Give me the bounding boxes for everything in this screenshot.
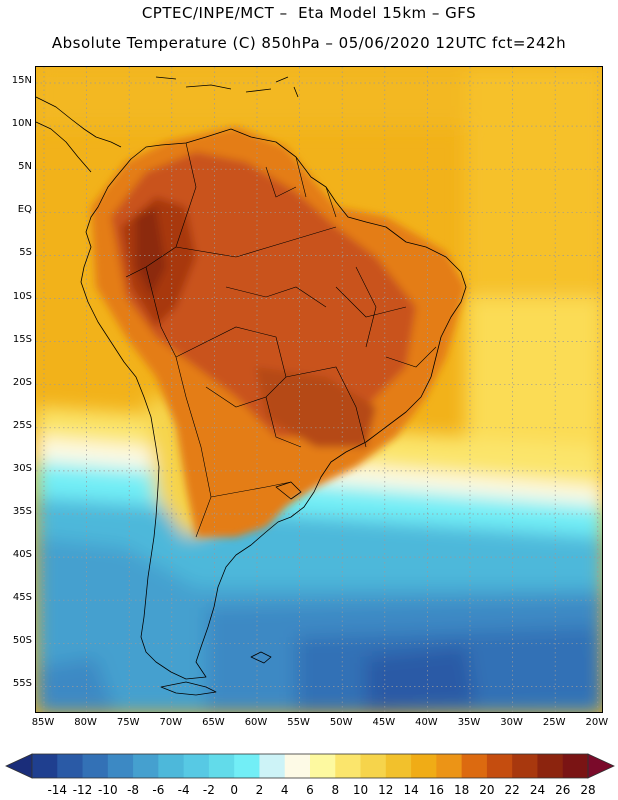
lat-tick-label: 15N [11, 75, 32, 86]
lat-tick-label: 10S [12, 290, 32, 302]
lon-tick-label: 85W [31, 717, 55, 728]
colorbar-tick-label: -4 [177, 783, 190, 797]
colorbar-tick-label: 14 [403, 783, 419, 797]
colorbar-border [31, 753, 589, 779]
lat-tick-label: 10N [11, 118, 32, 130]
colorbar-swatch [310, 754, 336, 778]
coastlines [36, 76, 467, 696]
lat-tick-label: 55S [12, 678, 32, 690]
colorbar-tick-label: 2 [255, 783, 264, 797]
lon-tick-label: 75W [116, 717, 140, 728]
uruguay-plata [275, 481, 302, 500]
colorbar-swatch [385, 754, 412, 778]
lat-tick-label: 40S [12, 549, 32, 561]
colorbar-tick-label: 16 [428, 783, 444, 797]
central-america-coast [36, 96, 122, 173]
lon-tick-label: 70W [159, 717, 183, 728]
continent-field [91, 127, 466, 537]
colorbar-over-arrow [587, 753, 615, 779]
colorbar-swatch [208, 754, 235, 778]
colorbar-swatch [234, 754, 260, 778]
colorbar-swatch [32, 754, 58, 778]
lat-tick-label: EQ [17, 204, 32, 216]
chart-title-line2: Absolute Temperature (C) 850hPa – 05/06/… [51, 34, 567, 52]
lon-tick-label: 50W [329, 717, 353, 728]
colorbar-swatch [284, 754, 311, 778]
colorbar-swatch [133, 754, 159, 778]
temperature-map [36, 67, 602, 712]
map-panel[interactable] [35, 66, 603, 713]
colorbar [5, 753, 615, 779]
lat-tick-label: 30S [12, 462, 32, 474]
lon-tick-label: 30W [500, 717, 523, 728]
colorbar-tick-label: -14 [47, 783, 68, 797]
lat-tick-label: 20S [12, 376, 32, 388]
colorbar-swatch [486, 754, 513, 778]
colorbar-swatch [436, 754, 463, 778]
colorbar-tick-label: 28 [580, 783, 596, 797]
south-america-coast [80, 128, 467, 680]
colorbar-under-arrow [5, 753, 33, 779]
lat-lon-grid [36, 67, 602, 712]
lon-tick-label: 25W [542, 717, 566, 728]
lat-tick-label: 5S [19, 247, 32, 259]
lon-tick-label: 80W [74, 717, 97, 728]
colorbar-swatch [335, 754, 362, 778]
colorbar-tick-label: 24 [529, 783, 546, 797]
colorbar-tick-label: 18 [453, 783, 470, 797]
lon-tick-label: 35W [457, 717, 481, 728]
country-borders [125, 142, 437, 538]
colorbar-tick-label: 4 [280, 783, 289, 797]
lat-tick-label: 45S [12, 592, 32, 604]
falklands [250, 651, 272, 664]
lon-tick-label: 20W [585, 717, 609, 728]
colorbar-swatch [158, 754, 185, 778]
colorbar-tick-label: -6 [152, 783, 165, 797]
lat-tick-label: 50S [12, 635, 32, 647]
colorbar-tick-label: 0 [230, 783, 238, 797]
colorbar-swatch [461, 754, 488, 778]
colorbar-swatch [562, 754, 589, 778]
colorbar-tick-label: 12 [378, 783, 394, 797]
colorbar-swatch [360, 754, 387, 778]
colorbar-tick-label: 10 [352, 783, 369, 797]
colorbar-tick-label: -10 [98, 783, 118, 797]
colorbar-swatch [107, 754, 134, 778]
lon-tick-label: 55W [287, 717, 310, 728]
chart-title-line1: CPTEC/INPE/MCT – Eta Model 15km – GFS [141, 4, 477, 22]
lon-tick-label: 65W [202, 717, 225, 728]
colorbar-swatch [512, 754, 538, 778]
lat-tick-label: 5N [18, 161, 32, 173]
colorbar-tick-label: -2 [202, 783, 215, 797]
colorbar-swatch [537, 754, 564, 778]
colorbar-tick-label: 20 [479, 783, 495, 797]
lat-tick-label: 35S [12, 506, 32, 517]
colorbar-tick-label: 26 [555, 783, 571, 797]
colorbar-swatch [259, 754, 286, 778]
colorbar-tick-label: -8 [127, 783, 140, 797]
colorbar-tick-label: -12 [72, 783, 93, 797]
lon-tick-label: 40W [415, 717, 438, 728]
lon-tick-label: 45W [372, 717, 396, 728]
tierra-del-fuego [160, 681, 217, 696]
colorbar-swatch [57, 754, 84, 778]
colorbar-tick-label: 6 [306, 783, 314, 797]
lon-tick-label: 60W [244, 717, 268, 728]
colorbar-swatch [183, 754, 210, 778]
colorbar-tick-label: 22 [504, 783, 520, 797]
colorbar-tick-label: 8 [331, 783, 340, 797]
colorbar-swatch [411, 754, 437, 778]
lat-tick-label: 25S [12, 419, 32, 431]
caribbean-islands [155, 76, 299, 98]
lat-tick-label: 15S [12, 333, 32, 345]
colorbar-swatch [82, 754, 109, 778]
